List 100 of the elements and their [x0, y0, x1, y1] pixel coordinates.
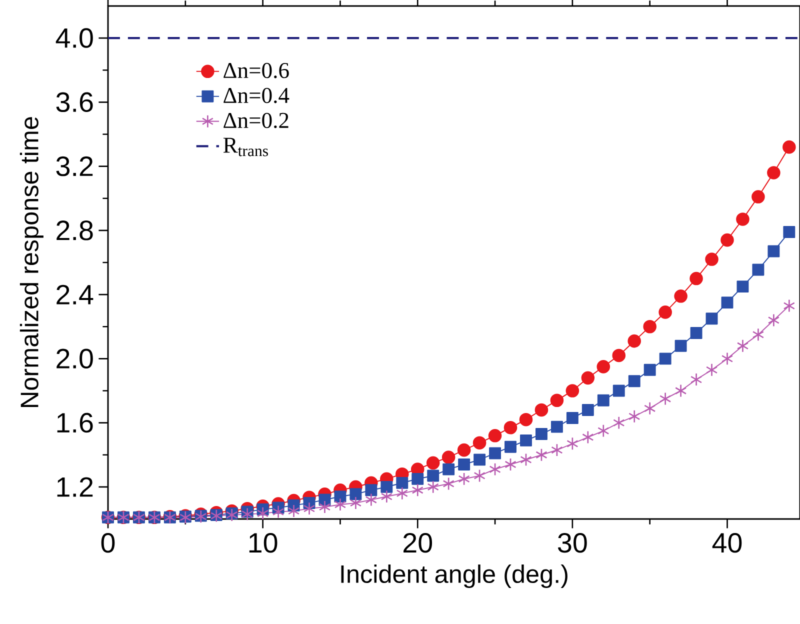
point	[303, 502, 316, 516]
point	[504, 458, 516, 472]
point	[582, 430, 594, 444]
point	[566, 412, 578, 424]
point	[318, 500, 331, 514]
point	[472, 436, 486, 450]
point	[752, 190, 765, 204]
point	[658, 306, 672, 319]
point	[365, 493, 378, 506]
point	[768, 314, 780, 327]
point	[736, 280, 749, 293]
point	[489, 462, 501, 476]
point	[736, 339, 749, 353]
point	[612, 384, 625, 397]
point	[706, 312, 718, 325]
point	[643, 320, 656, 334]
x-tick-label: 20	[404, 532, 432, 553]
point	[488, 428, 502, 442]
point	[380, 480, 393, 493]
point	[566, 437, 578, 450]
point	[720, 233, 734, 247]
point	[613, 416, 625, 430]
point	[458, 458, 470, 470]
point	[752, 264, 764, 276]
point	[674, 384, 687, 398]
point	[706, 363, 718, 377]
point	[536, 448, 548, 462]
point	[612, 348, 626, 362]
point	[783, 226, 796, 238]
x-axis-title: Incident angle (deg.)	[341, 564, 568, 588]
point	[582, 404, 594, 416]
point	[628, 375, 640, 388]
point	[628, 334, 641, 348]
point	[442, 450, 456, 464]
point	[520, 453, 532, 466]
point	[442, 463, 455, 476]
point	[457, 443, 471, 457]
legend-label: Δn=0.6	[224, 62, 289, 78]
point	[644, 402, 656, 416]
point	[721, 352, 734, 366]
point	[551, 443, 563, 457]
point	[474, 469, 486, 482]
point	[644, 364, 656, 376]
y-tick-label: 2.8	[56, 220, 93, 240]
point	[581, 371, 595, 385]
point	[519, 412, 533, 426]
point	[690, 272, 703, 286]
legend-label: Δn=0.4	[224, 88, 290, 104]
point	[272, 505, 284, 518]
point	[628, 410, 640, 424]
point	[690, 372, 702, 386]
point	[534, 403, 548, 417]
y-axis-title: Normalized response time	[20, 117, 44, 408]
point	[365, 484, 378, 496]
x-tick-label: 30	[558, 532, 587, 553]
point	[690, 327, 702, 340]
x-tick-label: 0	[101, 532, 115, 553]
point	[659, 392, 672, 406]
point	[474, 454, 486, 466]
point	[241, 508, 254, 521]
legend-label: Δn=0.2	[224, 112, 288, 128]
point	[412, 472, 424, 485]
point	[705, 252, 718, 266]
point	[504, 440, 516, 453]
point	[226, 508, 238, 522]
point	[350, 496, 362, 510]
point	[782, 140, 796, 154]
point	[752, 328, 764, 342]
point	[597, 394, 610, 406]
point	[412, 484, 424, 497]
point	[426, 456, 440, 470]
point	[550, 394, 564, 408]
point	[288, 504, 300, 518]
point	[442, 477, 454, 490]
point	[427, 480, 439, 494]
point	[256, 506, 269, 520]
point	[566, 384, 580, 398]
x-tick-label: 40	[712, 532, 742, 553]
y-tick-label: 1.6	[57, 412, 93, 433]
point	[396, 476, 408, 489]
point	[721, 296, 734, 309]
point	[736, 212, 750, 226]
point	[334, 498, 346, 512]
point	[596, 360, 610, 374]
point	[674, 340, 687, 352]
point	[674, 290, 688, 303]
y-tick-label: 2.0	[56, 348, 93, 369]
y-tick-label: 3.2	[56, 156, 93, 176]
point	[767, 166, 780, 180]
point	[535, 428, 548, 440]
point	[768, 245, 780, 258]
point	[458, 472, 470, 486]
legend-label: R$_{trans}$	[223, 138, 268, 156]
point	[350, 488, 362, 500]
point	[489, 447, 502, 460]
point	[550, 420, 563, 433]
point	[783, 299, 796, 312]
y-tick-label: 1.2	[57, 477, 93, 497]
point	[396, 486, 408, 500]
point	[504, 420, 518, 434]
